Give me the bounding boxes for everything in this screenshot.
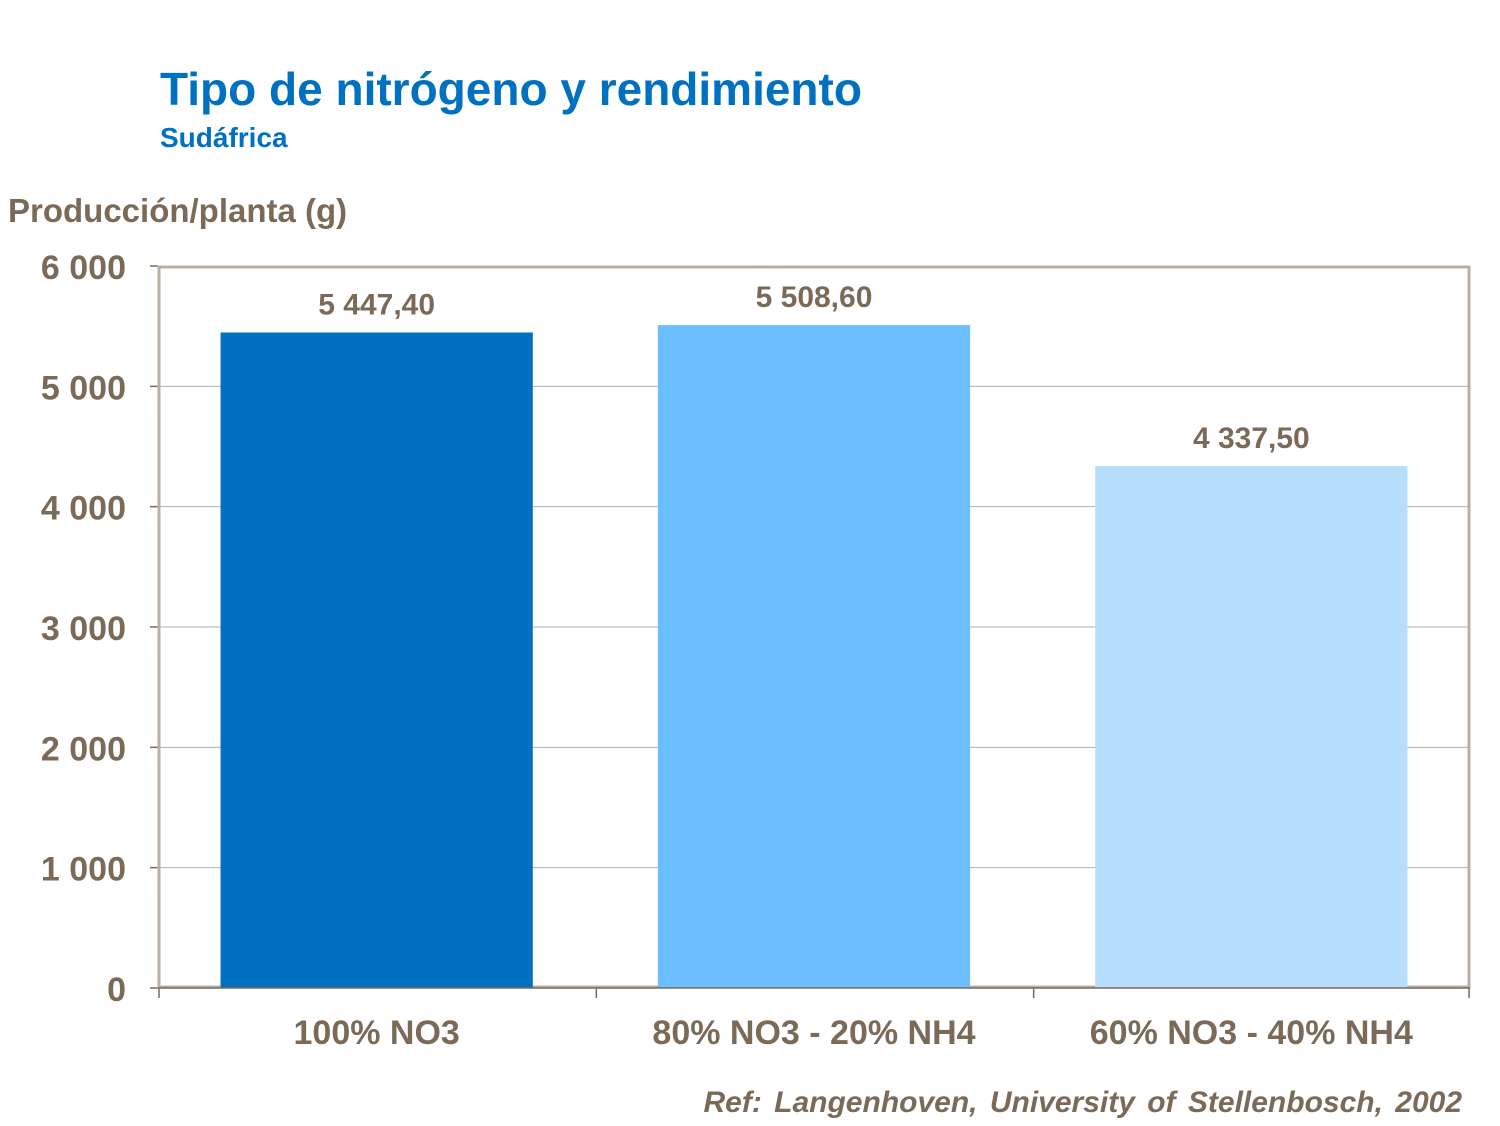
bar [1095,466,1408,988]
chart-title: Tipo de nitrógeno y rendimiento [160,63,862,115]
y-tick-label: 3 000 [41,610,126,648]
y-tick-label: 0 [107,971,126,1009]
data-label: 5 508,60 [756,281,873,314]
bar [657,325,971,988]
y-tick-label: 4 000 [41,490,126,528]
y-tick-label: 5 000 [41,369,126,407]
bar [220,332,533,988]
chart-subtitle: Sudáfrica [160,122,288,153]
y-axis-label: Producción/planta (g) [8,192,348,229]
data-label: 4 337,50 [1193,422,1310,455]
x-tick-label: 80% NO3 - 20% NH4 [652,1014,975,1052]
x-tick-label: 60% NO3 - 40% NH4 [1090,1014,1413,1052]
data-label: 5 447,40 [318,288,435,321]
y-tick-label: 1 000 [41,851,126,889]
x-tick-label: 100% NO3 [294,1014,460,1052]
y-tick-label: 6 000 [41,249,126,287]
reference-note: Ref: Langenhoven, University of Stellenb… [703,1086,1462,1119]
y-tick-label: 2 000 [41,730,126,768]
